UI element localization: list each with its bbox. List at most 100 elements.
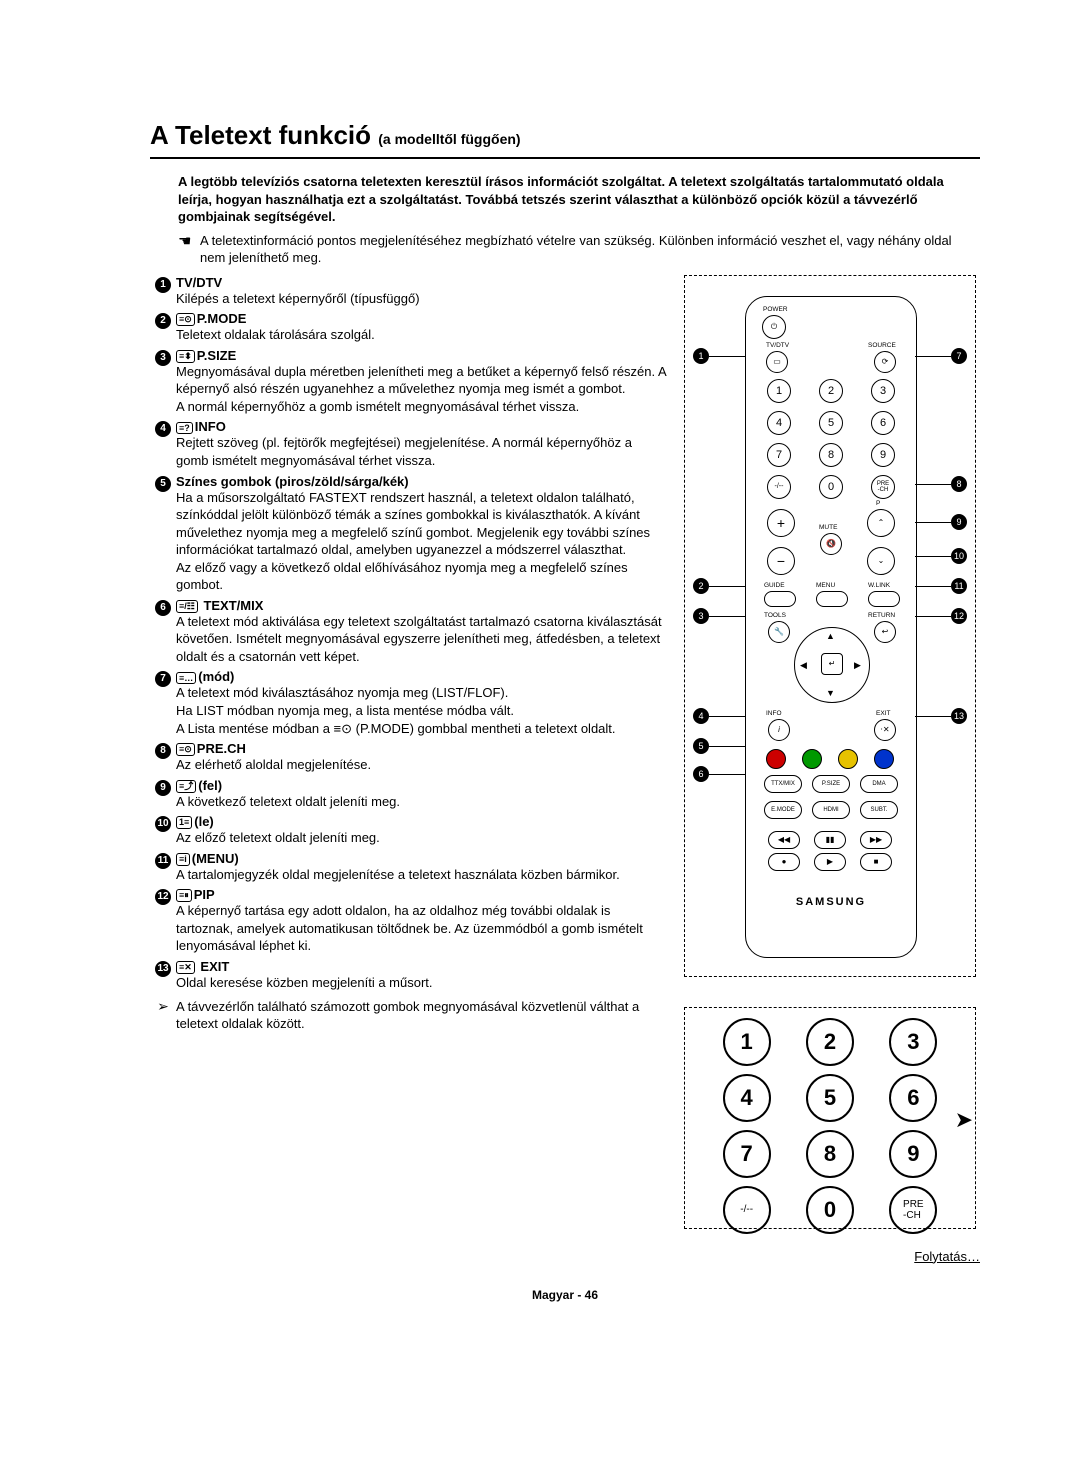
item-desc: Az előző teletext oldalt jeleníti meg. [176, 829, 668, 847]
bottom-button: TTX/MIX [764, 775, 802, 793]
item-body: ≡✕ EXITOldal keresése közben megjeleníti… [176, 959, 668, 992]
item-title: ≡⊙P.MODE [176, 311, 668, 326]
callout-line [709, 746, 745, 747]
callout-num: 6 [693, 766, 709, 782]
tail-note: ➢ A távvezérlőn található számozott gomb… [150, 998, 668, 1033]
item-desc: Ha a műsorszolgáltató FASTEXT rendszert … [176, 489, 668, 594]
dpad-left: ◀ [800, 661, 807, 670]
dpad-enter: ↵ [821, 653, 843, 675]
callout-num: 1 [693, 348, 709, 364]
item-desc: Teletext oldalak tárolására szolgál. [176, 326, 668, 344]
item-body: ≡i(MENU)A tartalomjegyzék oldal megjelen… [176, 851, 668, 884]
callout-line [915, 616, 951, 617]
keypad-row: 789 [705, 1130, 955, 1178]
play-button: ▶ [814, 853, 846, 871]
power-label: POWER [763, 307, 788, 314]
item-title: ≡?INFO [176, 419, 668, 434]
menurow-label: MENU [816, 583, 835, 590]
info-label: INFO [766, 711, 782, 718]
red-button [766, 749, 786, 769]
list-item: 4≡?INFORejtett szöveg (pl. fejtörők megf… [150, 419, 668, 469]
item-title: ≡⊙PRE.CH [176, 741, 668, 756]
bottom-button: HDMI [812, 801, 850, 819]
item-desc: Kilépés a teletext képernyőről (típusfüg… [176, 290, 668, 308]
item-bullet: 7 [150, 669, 176, 687]
mute-label: MUTE [819, 525, 837, 532]
callout-line [915, 586, 951, 587]
list-item: 12≡⏸PIPA képernyő tartása egy adott olda… [150, 887, 668, 955]
cursor-icon: ➤ [955, 1107, 973, 1133]
callout-num: 8 [951, 476, 967, 492]
tools-button: 🔧 [768, 621, 790, 643]
keypad-button: 4 [723, 1074, 771, 1122]
tail-text: A távvezérlőn található számozott gombok… [176, 998, 668, 1033]
item-bullet: 3 [150, 348, 176, 366]
item-body: ≡⊙PRE.CHAz elérhető aloldal megjelenítés… [176, 741, 668, 774]
item-title: ≡⏸PIP [176, 887, 668, 902]
keypad-row: -/--0PRE-CH [705, 1186, 955, 1234]
item-bullet: 12 [150, 887, 176, 905]
green-button [802, 749, 822, 769]
keypad-button: 2 [806, 1018, 854, 1066]
power-button: ⏻ [762, 315, 786, 339]
page-title-row: A Teletext funkció (a modelltől függően) [150, 120, 980, 159]
note-text: A teletextinformáció pontos megjelenítés… [200, 232, 980, 267]
numpad-8: 8 [819, 443, 843, 467]
numpad-9: 9 [871, 443, 895, 467]
blue-button [874, 749, 894, 769]
item-body: ≡⬍P.SIZEMegnyomásával dupla méretben jel… [176, 348, 668, 416]
numpad-4: 4 [767, 411, 791, 435]
ch-down-button: ⌄ [867, 547, 895, 575]
list-item: 9≡⤴(fel)A következő teletext oldalt jele… [150, 778, 668, 811]
item-body: TV/DTVKilépés a teletext képernyőről (tí… [176, 275, 668, 308]
item-body: ≡⤴(fel)A következő teletext oldalt jelen… [176, 778, 668, 811]
list-item: 6≡/☷ TEXT/MIXA teletext mód aktiválása e… [150, 598, 668, 666]
item-title: ≡…(mód) [176, 669, 668, 684]
list-item: 101≡(le)Az előző teletext oldalt jelenít… [150, 814, 668, 847]
callout-line [709, 586, 745, 587]
dash-button: -/-- [767, 475, 791, 499]
item-title: TV/DTV [176, 275, 668, 290]
note-icon: ☚ [178, 232, 200, 250]
keypad-button: -/-- [723, 1186, 771, 1234]
note-row: ☚ A teletextinformáció pontos megjelenít… [150, 232, 980, 267]
source-label: SOURCE [868, 343, 896, 350]
item-title: ≡/☷ TEXT/MIX [176, 598, 668, 613]
callout-line [915, 522, 951, 523]
tvdtv-button: ▭ [766, 351, 788, 373]
numpad-3: 3 [871, 379, 895, 403]
keypad-button: 9 [889, 1130, 937, 1178]
numpad-5: 5 [819, 411, 843, 435]
keypad-button: 3 [889, 1018, 937, 1066]
numpad-6: 6 [871, 411, 895, 435]
item-desc: Megnyomásával dupla méretben jelenítheti… [176, 363, 668, 416]
callout-line [915, 716, 951, 717]
keypad-row: 123 [705, 1018, 955, 1066]
brand-label: SAMSUNG [746, 897, 916, 908]
numpad-7: 7 [767, 443, 791, 467]
item-bullet: 8 [150, 741, 176, 759]
item-desc: A tartalomjegyzék oldal megjelenítése a … [176, 866, 668, 884]
source-button: ⟳ [874, 351, 896, 373]
callout-num: 7 [951, 348, 967, 364]
remote-diagram: POWER ⏻ TV/DTV ▭ SOURCE ⟳ 1234567890 -/-… [684, 275, 976, 977]
callout-line [915, 484, 951, 485]
item-body: ≡⊙P.MODETeletext oldalak tárolására szol… [176, 311, 668, 344]
continue-label: Folytatás… [150, 1249, 980, 1264]
callout-num: 10 [951, 548, 967, 564]
item-desc: A teletext mód kiválasztásához nyomja me… [176, 684, 668, 737]
item-bullet: 1 [150, 275, 176, 293]
item-body: ≡/☷ TEXT/MIXA teletext mód aktiválása eg… [176, 598, 668, 666]
list-item: 3≡⬍P.SIZEMegnyomásával dupla méretben je… [150, 348, 668, 416]
exit-label: EXIT [876, 711, 890, 718]
item-title: ≡⬍P.SIZE [176, 348, 668, 363]
dpad-up: ▲ [826, 632, 835, 641]
prech-button: PRE-CH [871, 475, 895, 499]
exit-button: ⋅✕ [874, 719, 896, 741]
keypad-button: PRE-CH [889, 1186, 937, 1234]
keypad-button: 7 [723, 1130, 771, 1178]
ff-button: ▶▶ [860, 831, 892, 849]
intro-text: A legtöbb televíziós csatorna teletexten… [150, 173, 980, 226]
item-body: ≡⏸PIPA képernyő tartása egy adott oldalo… [176, 887, 668, 955]
callout-line [709, 356, 745, 357]
